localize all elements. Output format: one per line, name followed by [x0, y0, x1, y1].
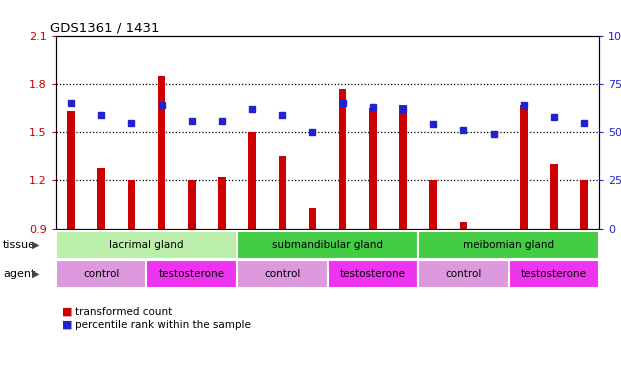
Bar: [430, 180, 437, 229]
Bar: [237, 260, 328, 288]
Text: control: control: [264, 268, 301, 279]
Text: ■: ■: [62, 320, 73, 330]
Bar: [550, 164, 558, 229]
Bar: [127, 180, 135, 229]
Bar: [369, 108, 376, 229]
Bar: [399, 105, 407, 229]
Text: percentile rank within the sample: percentile rank within the sample: [75, 320, 250, 330]
Text: testosterone: testosterone: [521, 268, 587, 279]
Text: ▶: ▶: [32, 268, 40, 279]
Text: agent: agent: [3, 268, 35, 279]
Bar: [490, 229, 497, 232]
Bar: [520, 105, 528, 229]
Text: meibomian gland: meibomian gland: [463, 240, 555, 250]
Bar: [97, 168, 105, 229]
Text: submandibular gland: submandibular gland: [272, 240, 383, 250]
Text: lacrimal gland: lacrimal gland: [109, 240, 184, 250]
Bar: [279, 156, 286, 229]
Text: control: control: [83, 268, 119, 279]
Bar: [581, 180, 588, 229]
Bar: [248, 132, 256, 229]
Bar: [309, 208, 316, 229]
Text: ■: ■: [62, 307, 73, 317]
Text: ▶: ▶: [32, 240, 40, 250]
Bar: [147, 260, 237, 288]
Bar: [418, 260, 509, 288]
Bar: [418, 231, 599, 259]
Text: testosterone: testosterone: [159, 268, 225, 279]
Text: tissue: tissue: [3, 240, 36, 250]
Bar: [218, 177, 225, 229]
Bar: [158, 76, 165, 229]
Text: control: control: [445, 268, 482, 279]
Bar: [328, 260, 418, 288]
Text: GDS1361 / 1431: GDS1361 / 1431: [50, 21, 160, 34]
Text: transformed count: transformed count: [75, 307, 172, 317]
Bar: [56, 260, 147, 288]
Text: testosterone: testosterone: [340, 268, 406, 279]
Bar: [188, 180, 196, 229]
Bar: [237, 231, 418, 259]
Bar: [460, 222, 467, 229]
Bar: [67, 111, 75, 229]
Bar: [339, 89, 347, 229]
Bar: [509, 260, 599, 288]
Bar: [56, 231, 237, 259]
